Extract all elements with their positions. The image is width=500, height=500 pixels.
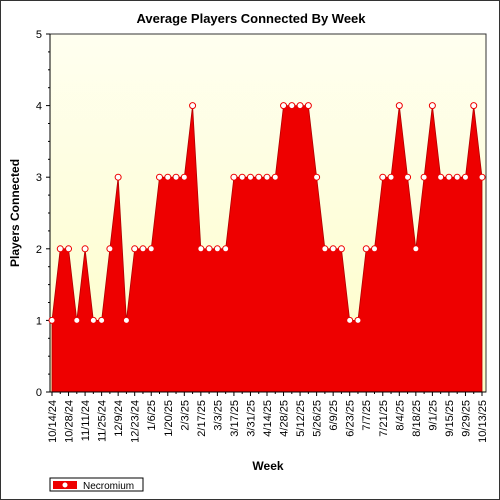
data-point [329,245,337,253]
y-tick-label: 1 [36,315,42,327]
data-point [189,102,197,110]
x-tick-label: 2/3/25 [179,400,191,431]
x-tick-label: 4/28/25 [279,400,291,437]
data-point [230,173,238,181]
x-tick-label: 3/31/25 [245,400,257,437]
x-tick-label: 4/14/25 [262,400,274,437]
legend-marker [61,481,69,489]
x-tick-label: 3/17/25 [229,400,241,437]
data-point [453,173,461,181]
data-point [296,102,304,110]
data-point [222,245,230,253]
data-point [106,245,114,253]
y-tick-label: 0 [36,387,42,399]
x-tick-label: 5/12/25 [295,400,307,437]
x-tick-label: 10/14/24 [47,400,59,443]
data-point [445,173,453,181]
legend: Necromium [49,477,144,492]
data-point [197,245,205,253]
data-point [428,102,436,110]
y-tick-label: 5 [36,29,42,41]
x-tick-label: 9/15/25 [444,400,456,437]
x-axis-ticks: 10/14/24 10/28/24 11/11/24 11/25/24 12/9/24 1… [47,392,489,443]
data-point [288,102,296,110]
x-tick-label: 11/25/24 [97,400,109,442]
x-tick-label: 11/11/24 [80,400,92,441]
data-point [180,173,188,181]
y-tick-label: 2 [36,244,42,256]
data-point [387,173,395,181]
data-point [321,245,329,253]
data-point [164,173,172,181]
data-point [131,245,139,253]
data-point [304,102,312,110]
legend-label: Necromium [83,481,134,492]
data-point [395,102,403,110]
data-point [156,173,163,181]
data-point [73,316,81,324]
y-tick-label: 4 [36,101,42,113]
y-axis-label: Players Connected [8,159,22,267]
data-point [81,245,89,253]
data-point [362,245,370,253]
data-point [404,173,412,181]
data-point [255,173,263,181]
data-point [56,245,64,253]
data-point [114,173,122,181]
data-point [172,173,180,181]
x-tick-label: 10/13/25 [477,400,489,443]
data-point [65,245,73,253]
x-tick-label: 12/23/24 [130,400,142,443]
x-tick-label: 1/20/25 [163,400,175,437]
y-axis-ticks: 0 1 2 3 4 5 [36,29,50,399]
data-point [371,245,378,253]
data-point [420,173,428,181]
x-tick-label: 3/3/25 [212,400,224,431]
data-point [89,316,97,324]
x-tick-label: 7/7/25 [361,400,373,431]
x-tick-label: 2/17/25 [196,400,208,437]
data-point [122,316,130,324]
data-point [461,173,469,181]
data-point [478,173,486,181]
chart-title: Average Players Connected By Week [136,11,366,26]
y-tick-label: 3 [36,172,42,184]
data-point [238,173,246,181]
data-point [412,245,420,253]
data-point [437,173,445,181]
x-tick-label: 9/1/25 [427,400,439,431]
x-tick-label: 12/9/24 [113,400,125,437]
x-tick-label: 6/23/25 [345,400,357,437]
data-point [205,245,213,253]
x-tick-label: 8/18/25 [411,400,423,437]
x-tick-label: 6/9/25 [328,400,340,431]
data-point [246,173,254,181]
x-axis-label: Week [252,459,283,473]
data-point [271,173,279,181]
x-tick-label: 5/26/25 [312,400,324,437]
x-tick-label: 8/4/25 [394,400,406,431]
data-point [280,102,288,110]
x-tick-label: 1/6/25 [146,400,158,431]
data-point [147,245,155,253]
data-point [354,316,362,324]
x-tick-label: 7/21/25 [378,400,390,437]
data-point [337,245,345,253]
data-point [139,245,147,253]
data-markers [48,102,486,324]
data-point [346,316,354,324]
data-point [48,316,56,324]
data-point [470,102,478,110]
data-point [313,173,321,181]
data-point [98,316,106,324]
x-tick-label: 10/28/24 [64,400,76,443]
data-point [213,245,221,253]
data-point [263,173,271,181]
data-point [379,173,387,181]
x-tick-label: 9/29/25 [460,400,472,437]
